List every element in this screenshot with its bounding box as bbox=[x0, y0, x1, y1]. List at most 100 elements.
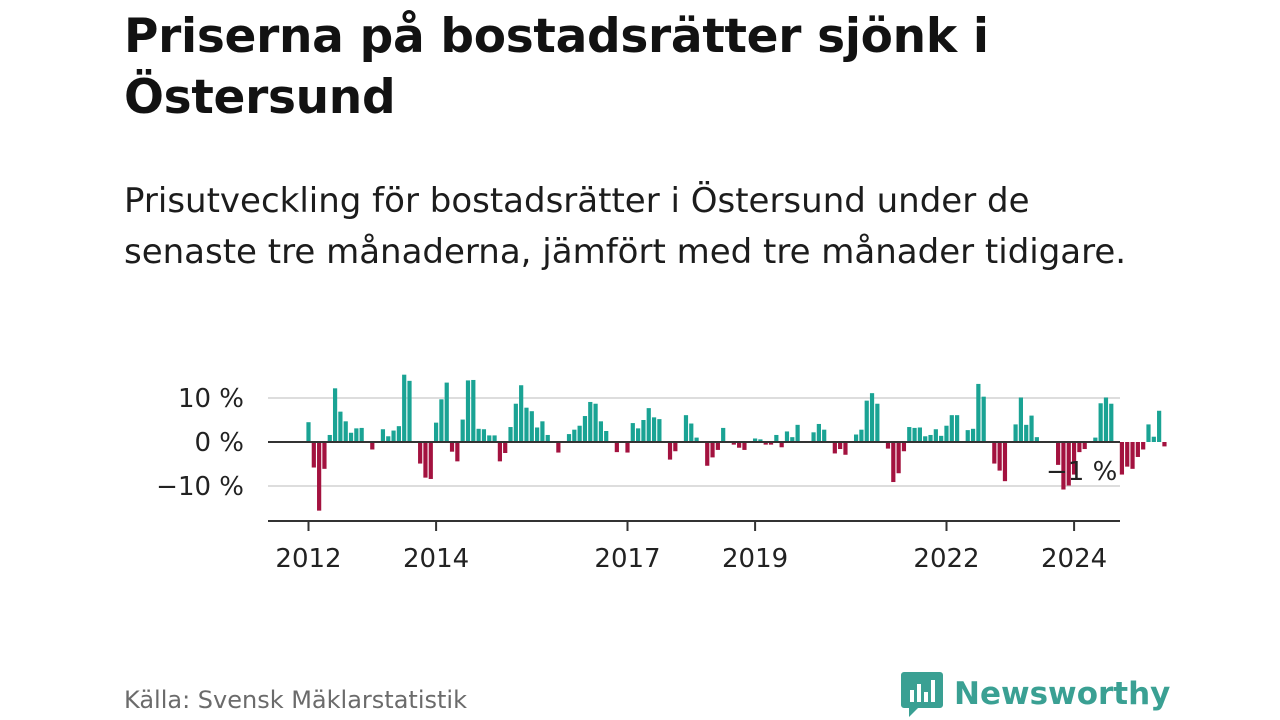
bar bbox=[1024, 424, 1029, 442]
bar bbox=[433, 422, 439, 442]
bar bbox=[901, 442, 907, 452]
last-value-annotation: −1 % bbox=[1046, 457, 1117, 487]
source-note: Källa: Svensk Mäklarstatistik bbox=[124, 686, 467, 714]
bar bbox=[598, 421, 603, 442]
bar bbox=[710, 442, 715, 458]
y-tick-label: −10 % bbox=[156, 472, 244, 502]
bar bbox=[455, 442, 460, 462]
bar bbox=[1141, 442, 1146, 450]
bar bbox=[566, 434, 572, 442]
bar bbox=[396, 426, 401, 442]
bar bbox=[1034, 437, 1039, 442]
bar bbox=[1119, 442, 1125, 475]
bar bbox=[492, 435, 497, 442]
bar bbox=[418, 442, 423, 464]
bar bbox=[1157, 410, 1162, 442]
bar bbox=[869, 393, 875, 442]
bar bbox=[731, 442, 736, 445]
bar bbox=[1162, 442, 1167, 447]
chart-title: Priserna på bostadsrätter sjönk i Östers… bbox=[124, 9, 989, 125]
bar bbox=[1135, 442, 1140, 457]
brand-logo: Newsworthy bbox=[900, 670, 1170, 718]
bar bbox=[380, 429, 386, 442]
bar bbox=[885, 442, 891, 449]
bar bbox=[939, 435, 944, 442]
bar bbox=[1056, 442, 1061, 465]
bar bbox=[423, 442, 428, 478]
bar bbox=[694, 437, 699, 442]
bar bbox=[784, 431, 790, 442]
bar bbox=[1071, 442, 1077, 475]
bar bbox=[768, 442, 774, 445]
bar bbox=[519, 385, 524, 442]
bar bbox=[572, 429, 577, 442]
bar bbox=[588, 401, 593, 442]
bar bbox=[1130, 442, 1135, 469]
bar bbox=[1002, 442, 1008, 482]
bar bbox=[646, 408, 651, 442]
bar bbox=[625, 442, 630, 453]
bar bbox=[359, 427, 364, 442]
bar bbox=[976, 383, 981, 442]
bar bbox=[306, 422, 311, 442]
bar bbox=[508, 427, 513, 442]
bar bbox=[1093, 437, 1098, 442]
bar bbox=[896, 442, 901, 474]
bar bbox=[811, 432, 816, 442]
bar bbox=[497, 442, 502, 462]
bar bbox=[763, 442, 768, 445]
bar bbox=[965, 430, 970, 442]
bar bbox=[343, 421, 348, 442]
bar bbox=[614, 442, 619, 453]
bar bbox=[1103, 397, 1109, 442]
bar bbox=[683, 415, 689, 442]
bar bbox=[944, 425, 949, 442]
bar bbox=[721, 427, 726, 442]
y-tick-label: 0 % bbox=[194, 428, 244, 458]
x-tick-label: 2019 bbox=[722, 544, 788, 574]
bar bbox=[742, 442, 747, 450]
bar bbox=[864, 400, 869, 442]
bar bbox=[444, 382, 449, 442]
bar bbox=[970, 428, 976, 442]
x-tick-label: 2014 bbox=[403, 544, 469, 574]
bar bbox=[923, 436, 928, 442]
bar bbox=[1125, 442, 1130, 467]
bar bbox=[503, 442, 508, 453]
bar bbox=[1029, 415, 1034, 442]
bar bbox=[481, 429, 487, 442]
bar bbox=[311, 442, 316, 468]
bar bbox=[1066, 442, 1071, 486]
bar bbox=[402, 374, 407, 442]
bar bbox=[955, 415, 960, 442]
bar bbox=[853, 434, 859, 442]
bar bbox=[348, 432, 354, 442]
bar bbox=[317, 442, 322, 511]
bar bbox=[651, 417, 657, 442]
bar bbox=[386, 436, 391, 442]
bar bbox=[673, 442, 678, 452]
bar bbox=[449, 442, 455, 452]
bar bbox=[524, 407, 529, 442]
bar bbox=[843, 442, 848, 455]
bar bbox=[981, 396, 986, 442]
bar bbox=[338, 411, 343, 442]
bar bbox=[641, 420, 646, 442]
bar bbox=[604, 431, 609, 442]
newsworthy-icon bbox=[901, 672, 943, 717]
bar bbox=[875, 403, 880, 442]
bar bbox=[556, 442, 561, 453]
bar bbox=[1013, 424, 1018, 442]
bar-chart: 10 % 0 % −10 % 2012 2014 2017 2019 2022 2024 −1 % bbox=[156, 374, 1167, 574]
bar bbox=[391, 430, 396, 442]
brand-name: Newsworthy bbox=[954, 676, 1171, 712]
bar bbox=[912, 427, 917, 442]
x-tick-label: 2022 bbox=[913, 544, 979, 574]
bar bbox=[582, 416, 588, 442]
x-tick-label: 2024 bbox=[1041, 544, 1107, 574]
bar bbox=[657, 419, 662, 442]
bar bbox=[715, 442, 720, 450]
bar bbox=[1077, 442, 1082, 453]
bar bbox=[465, 380, 471, 442]
bar bbox=[997, 442, 1002, 471]
